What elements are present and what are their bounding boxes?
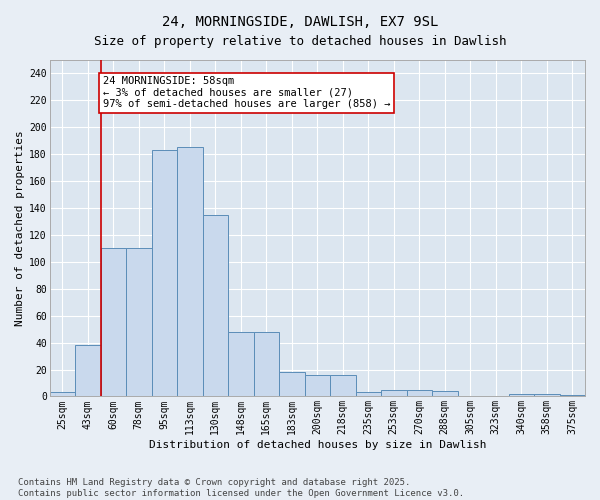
Bar xyxy=(50,392,75,396)
Bar xyxy=(381,390,407,396)
Bar xyxy=(279,372,305,396)
Bar xyxy=(126,248,152,396)
Bar xyxy=(101,248,126,396)
Text: 24 MORNINGSIDE: 58sqm
← 3% of detached houses are smaller (27)
97% of semi-detac: 24 MORNINGSIDE: 58sqm ← 3% of detached h… xyxy=(103,76,391,110)
Bar xyxy=(509,394,534,396)
Bar xyxy=(534,394,560,396)
Bar xyxy=(560,395,585,396)
Bar xyxy=(254,332,279,396)
Bar xyxy=(203,215,228,396)
Bar xyxy=(75,346,101,397)
Bar xyxy=(177,148,203,396)
Text: Contains HM Land Registry data © Crown copyright and database right 2025.
Contai: Contains HM Land Registry data © Crown c… xyxy=(18,478,464,498)
X-axis label: Distribution of detached houses by size in Dawlish: Distribution of detached houses by size … xyxy=(149,440,486,450)
Bar xyxy=(228,332,254,396)
Bar xyxy=(305,375,330,396)
Y-axis label: Number of detached properties: Number of detached properties xyxy=(15,130,25,326)
Bar xyxy=(432,391,458,396)
Bar xyxy=(407,390,432,396)
Bar xyxy=(152,150,177,396)
Text: Size of property relative to detached houses in Dawlish: Size of property relative to detached ho… xyxy=(94,35,506,48)
Bar xyxy=(330,375,356,396)
Bar xyxy=(356,392,381,396)
Text: 24, MORNINGSIDE, DAWLISH, EX7 9SL: 24, MORNINGSIDE, DAWLISH, EX7 9SL xyxy=(162,15,438,29)
